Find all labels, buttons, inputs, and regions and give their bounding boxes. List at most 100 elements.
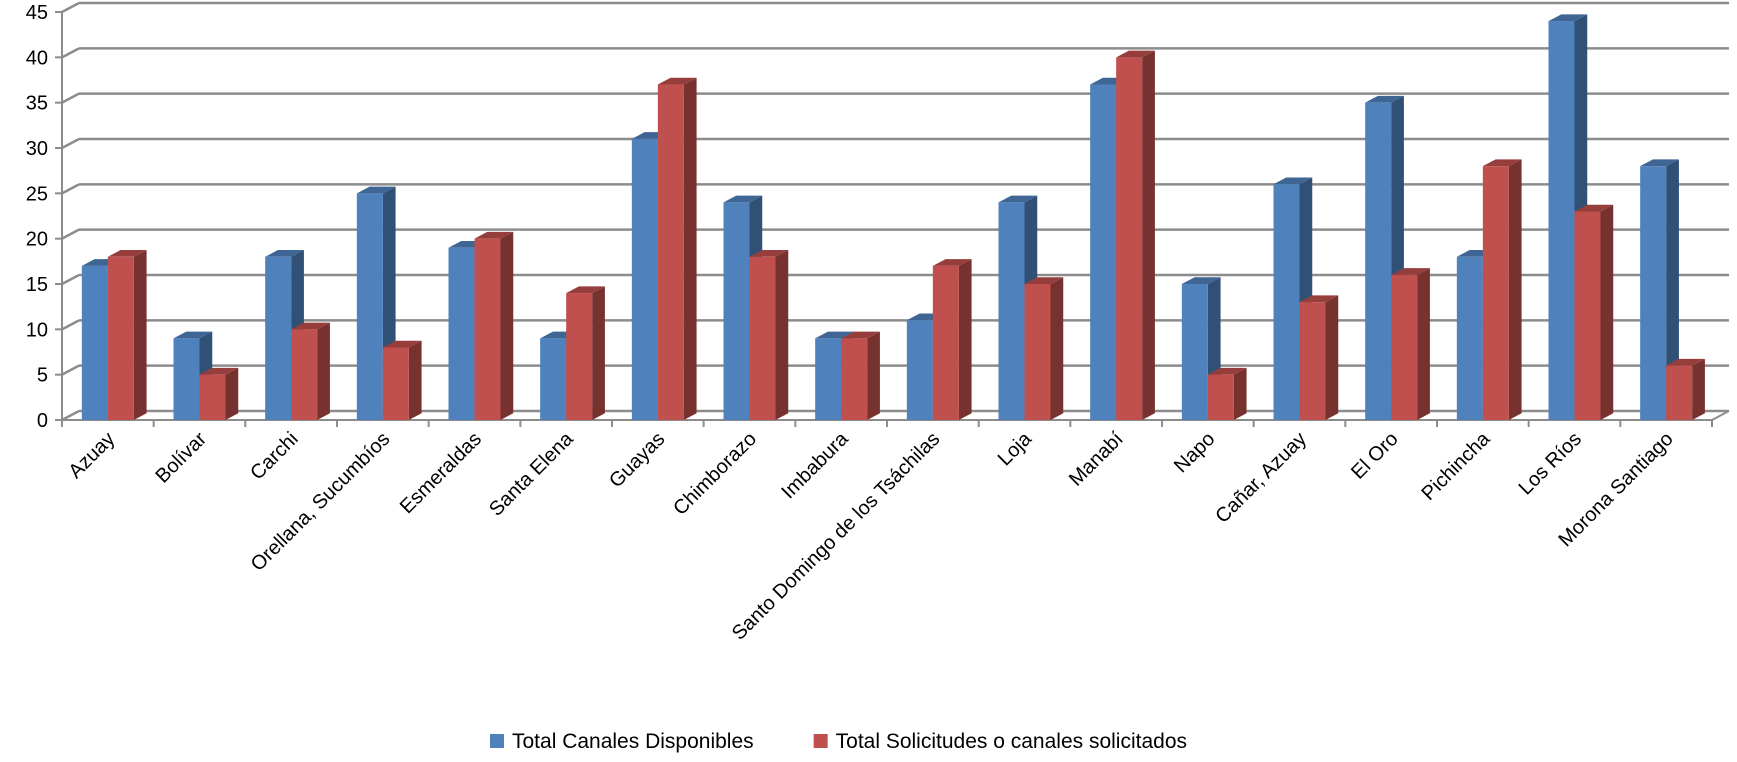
bar-top — [566, 286, 605, 294]
bar-series-2 — [1391, 268, 1430, 420]
bar-side — [1666, 159, 1679, 420]
bar-front — [749, 256, 776, 420]
y-tick-label: 20 — [26, 229, 48, 251]
bar-series-2 — [932, 259, 972, 420]
x-category-label: Santa Elena — [485, 427, 578, 520]
bar-side — [500, 231, 514, 420]
y-tick-label: 15 — [26, 274, 48, 296]
bar-front — [815, 338, 842, 420]
legend-item-2: Total Solicitudes o canales solicitados — [813, 730, 1187, 753]
bar-top — [1299, 295, 1339, 303]
bar-top — [1666, 358, 1705, 366]
gridline-side — [61, 137, 80, 150]
bar-group-1 — [81, 250, 147, 420]
gridline-side — [61, 228, 80, 240]
bar-group-12 — [1090, 50, 1155, 421]
bar-series-2 — [199, 367, 239, 420]
bar-front — [382, 347, 409, 420]
bar-front — [841, 338, 868, 420]
y-tick-label: 25 — [26, 183, 48, 205]
bar-front — [631, 138, 658, 420]
bar-group-8 — [723, 195, 789, 420]
bar-front — [566, 293, 593, 420]
x-category-label: Santo Domingo de los Tsáchilas — [728, 428, 945, 645]
x-category-label: Napo — [1170, 428, 1219, 477]
x-category-label: Azuay — [65, 428, 120, 483]
bar-group-13 — [1181, 277, 1247, 420]
bar-front — [1273, 184, 1300, 420]
axes — [55, 11, 1730, 427]
bar-series-2 — [1116, 50, 1155, 420]
bar-group-17 — [1548, 14, 1614, 421]
bar-top — [291, 322, 330, 330]
x-category-label: Guayas — [605, 428, 669, 492]
y-tick-label: 10 — [26, 319, 48, 341]
bar-top — [932, 259, 972, 266]
bar-front — [1574, 211, 1601, 420]
bar-series-2 — [657, 77, 697, 421]
bar-front — [932, 265, 959, 420]
bar-front — [1640, 166, 1667, 420]
bar-group-4 — [356, 186, 422, 420]
bar-front — [998, 202, 1025, 420]
bar-front — [657, 84, 684, 421]
bar-front — [1666, 365, 1693, 420]
gridline-side — [61, 183, 80, 195]
bar-front — [291, 329, 318, 420]
bar-front — [906, 320, 933, 420]
gridline-side — [61, 47, 80, 59]
bar-front — [107, 256, 134, 420]
bar-group-16 — [1456, 159, 1522, 420]
bar-side — [317, 322, 330, 420]
bar-series-2 — [1024, 277, 1064, 420]
bar-front — [1116, 57, 1143, 420]
bar-side — [958, 259, 972, 420]
bar-group-2 — [173, 331, 239, 420]
bar-series-2 — [566, 286, 605, 420]
bar-side — [683, 77, 697, 421]
bar-top — [723, 195, 763, 203]
bar-side — [408, 340, 422, 420]
bar-side — [775, 250, 789, 420]
bar-series-2 — [1482, 159, 1522, 420]
gridline-side — [61, 319, 80, 331]
x-category-label: Los Ríos — [1515, 428, 1586, 499]
bar-side — [867, 331, 880, 420]
bar-series-2 — [474, 231, 514, 420]
x-category-label: El Oro — [1347, 428, 1403, 484]
bar-top — [474, 231, 514, 239]
bar-top — [1391, 268, 1430, 275]
bar-top — [657, 77, 697, 85]
bar-top — [841, 331, 880, 339]
bar-group-7 — [631, 77, 697, 421]
bar-top — [1365, 95, 1404, 103]
bar-front — [1299, 302, 1326, 420]
bar-top — [1482, 159, 1522, 167]
x-category-label: Pichincha — [1417, 427, 1494, 504]
y-tick-label: 40 — [26, 47, 48, 69]
bar-front — [1090, 84, 1117, 421]
bar-front — [173, 338, 200, 420]
y-tick-label: 35 — [26, 93, 48, 115]
x-category-label: Carchi — [246, 428, 302, 484]
bar-series-2 — [1666, 358, 1705, 420]
bar-series-2 — [382, 340, 422, 420]
bar-front — [265, 256, 292, 420]
bar-top — [815, 331, 854, 339]
bar-front — [723, 202, 750, 420]
bar-series-2 — [841, 331, 880, 420]
y-axis-tick-labels: 0 5 10 15 20 25 30 35 40 45 — [26, 2, 48, 432]
bar-group-15 — [1365, 95, 1430, 421]
bar-top — [1181, 277, 1221, 284]
bar-series-2 — [107, 250, 147, 420]
bar-group-14 — [1273, 177, 1339, 420]
bar-front — [1365, 102, 1392, 421]
gridline-side — [61, 364, 80, 376]
x-category-label: Cañar, Azuay — [1211, 428, 1311, 528]
bar-top — [998, 195, 1038, 203]
bar-front — [1482, 166, 1509, 420]
bar-group-6 — [540, 286, 605, 420]
y-tick-label: 0 — [37, 410, 48, 432]
y-tick-label: 45 — [26, 2, 48, 24]
